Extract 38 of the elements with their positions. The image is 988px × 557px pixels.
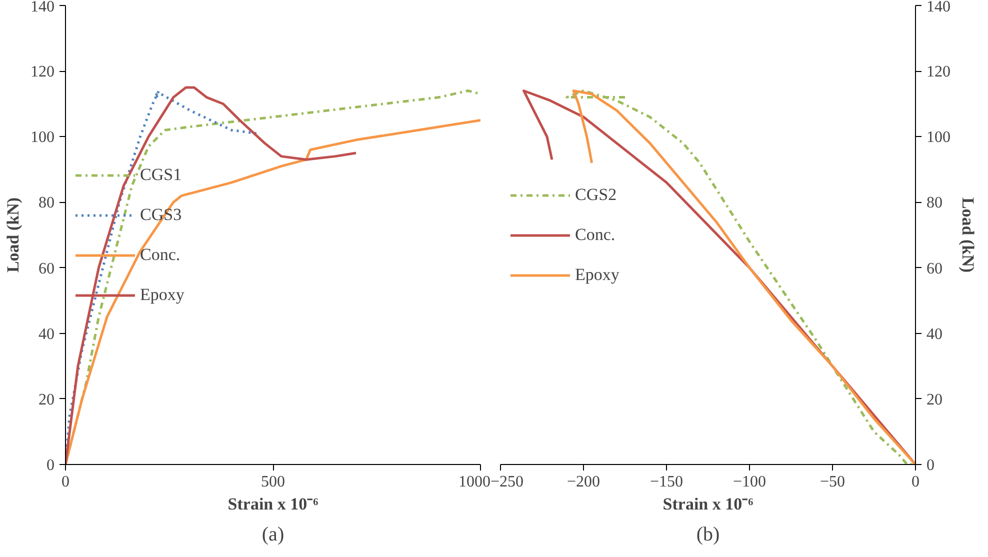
y-tick-label: 40	[926, 326, 942, 343]
x-tick-label: 500	[261, 474, 285, 490]
legend-label: CGS2	[575, 184, 617, 204]
legend-label: Epoxy	[575, 264, 620, 284]
y-tick-label: 120	[926, 64, 950, 81]
y-tick-label: 0	[926, 457, 934, 474]
y-tick-label: 20	[926, 391, 942, 408]
line-series	[66, 86, 358, 464]
y-tick-label: 20	[38, 391, 54, 408]
y-tick-label: 120	[30, 64, 54, 81]
legend-label: CGS1	[140, 164, 182, 184]
legend-label: Epoxy	[140, 284, 184, 304]
x-tick-label: 1000	[458, 474, 490, 490]
x-axis-title: Strain x 10⁻⁶	[228, 494, 318, 514]
legend-label: Conc.	[140, 244, 180, 264]
x-axis-title: Strain x 10⁻⁶	[662, 494, 754, 514]
y-tick-label: 80	[926, 194, 942, 212]
x-tick-label: −150	[650, 474, 684, 490]
x-tick-label: −100	[732, 474, 766, 490]
y-tick-label: 100	[30, 129, 54, 146]
y-tick-label: 80	[38, 194, 54, 212]
y-tick-label: 140	[926, 0, 950, 16]
x-tick-label: −200	[566, 474, 600, 490]
y-tick-label: 0	[46, 457, 54, 474]
text: (b)	[696, 524, 720, 546]
legend-label: Conc.	[575, 224, 616, 244]
y-tick-label: 60	[926, 260, 942, 278]
x-tick-label: 0	[62, 474, 70, 490]
x-tick-label: 0	[912, 474, 920, 490]
y-tick-label: 140	[30, 0, 54, 16]
x-tick-label: −50	[820, 474, 846, 490]
text: (a)	[262, 524, 284, 546]
y-tick-label: 100	[926, 129, 950, 146]
y-tick-label: 60	[38, 260, 54, 278]
y-tick-label: 40	[38, 326, 54, 343]
x-tick-label: −250	[490, 474, 524, 490]
y-axis-title: Load (kN)	[4, 197, 22, 273]
y-axis-title: Load (kN)	[958, 197, 978, 273]
